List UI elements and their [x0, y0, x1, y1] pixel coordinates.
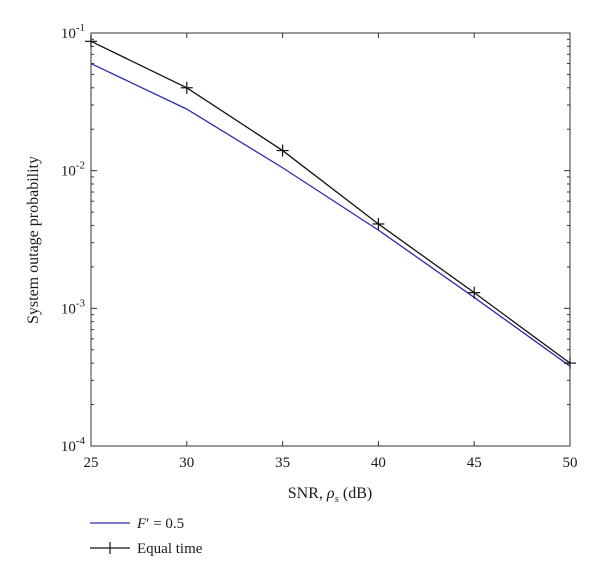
data-point-marker: [564, 357, 576, 370]
y-tick-label: 10-1: [61, 22, 85, 42]
x-tick-label: 25: [84, 455, 99, 471]
data-point-marker: [468, 286, 481, 299]
y-tick-label: 10-4: [61, 435, 86, 455]
x-tick-label: 30: [179, 455, 194, 471]
series-lines: [85, 35, 576, 370]
series-line-2: [90, 40, 571, 364]
legend-label: F′ = 0.5: [136, 516, 184, 532]
x-tick-label: 45: [467, 455, 482, 471]
axis-ticks: [90, 32, 571, 447]
series-line-1: [90, 62, 571, 367]
legend-item-1: F′ = 0.5: [90, 516, 184, 532]
x-tick-label: 50: [563, 455, 578, 471]
data-point-marker: [85, 35, 97, 48]
y-tick-label: 10-2: [61, 160, 85, 180]
x-axis-title: SNR, ρs (dB): [288, 485, 372, 505]
x-tick-label: 40: [371, 455, 386, 471]
plot-area-frame: [90, 32, 571, 447]
legend: F′ = 0.5 Equal time: [90, 516, 203, 557]
x-tick-label: 35: [275, 455, 290, 471]
data-point-marker: [276, 144, 289, 157]
data-point-marker: [372, 217, 385, 230]
data-point-marker: [180, 81, 193, 94]
legend-item-2: Equal time: [90, 541, 203, 557]
legend-label: Equal time: [137, 541, 203, 557]
y-tick-label: 10-3: [61, 297, 86, 317]
y-axis-title: System outage probability: [25, 156, 42, 324]
tick-labels: 25 30 35 40 45 50 10-1 10-2 10-3 10-4: [61, 22, 578, 471]
